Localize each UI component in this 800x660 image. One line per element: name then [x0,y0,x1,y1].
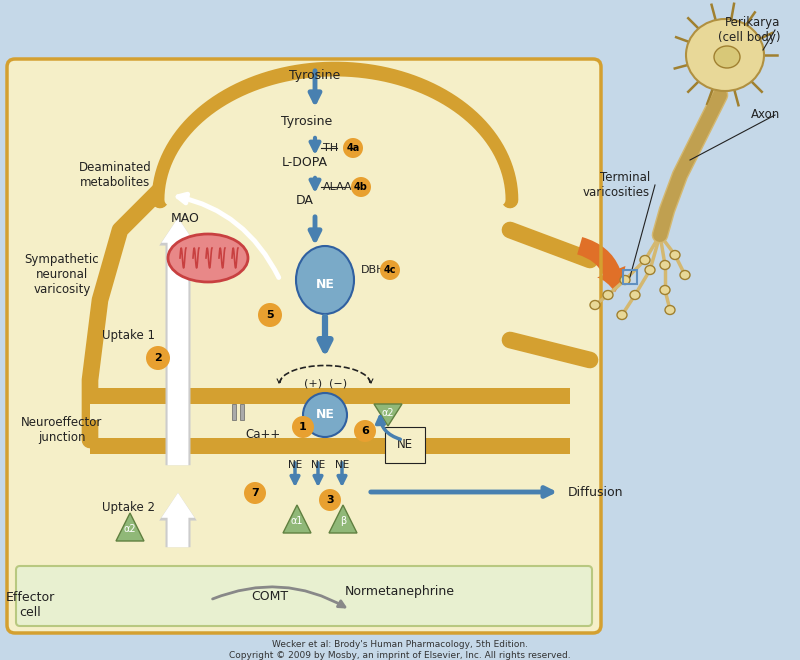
Text: Normetanephrine: Normetanephrine [345,585,455,599]
Ellipse shape [603,290,613,300]
Text: DA: DA [296,195,314,207]
Text: α1: α1 [290,516,303,526]
Text: Sympathetic
neuronal
varicosity: Sympathetic neuronal varicosity [25,253,99,296]
Text: COMT: COMT [251,589,289,603]
Circle shape [351,177,371,197]
Bar [90,404,570,420]
Circle shape [380,260,400,280]
Text: Effector
cell: Effector cell [6,591,54,619]
Polygon shape [329,505,357,533]
Circle shape [354,420,376,442]
Circle shape [292,416,314,438]
Ellipse shape [590,300,600,310]
Text: NE: NE [397,438,413,451]
Ellipse shape [630,290,640,300]
Text: Tyrosine: Tyrosine [290,69,341,81]
Ellipse shape [168,234,248,282]
Text: (−): (−) [329,378,347,388]
Polygon shape [283,505,311,533]
Ellipse shape [665,306,675,315]
Text: NE: NE [335,460,349,470]
Text: Uptake 1: Uptake 1 [102,329,154,341]
Text: Perikarya
(cell body): Perikarya (cell body) [718,16,780,44]
Ellipse shape [620,275,630,284]
Ellipse shape [640,255,650,265]
Text: Wecker et al: Brody's Human Pharmacology, 5th Edition.
Copyright © 2009 by Mosby: Wecker et al: Brody's Human Pharmacology… [229,640,571,660]
Bar [623,270,637,284]
Text: 3: 3 [326,495,334,505]
Circle shape [319,489,341,511]
Text: 2: 2 [154,353,162,363]
FancyArrowPatch shape [159,493,197,547]
Text: NE: NE [311,460,325,470]
Text: Axon: Axon [750,108,780,121]
Text: (+): (+) [304,378,322,388]
Text: NE: NE [315,279,334,292]
Polygon shape [374,404,402,426]
Polygon shape [116,513,144,541]
Text: Terminal
varicosities: Terminal varicosities [583,171,650,199]
Text: DBH: DBH [361,265,386,275]
Text: Neuroeffector
junction: Neuroeffector junction [22,416,102,444]
Ellipse shape [645,265,655,275]
Ellipse shape [617,310,627,319]
Ellipse shape [660,286,670,294]
Text: Diffusion: Diffusion [568,486,623,498]
Text: ALAAD: ALAAD [323,182,361,192]
FancyArrowPatch shape [159,218,197,465]
Text: L-DOPA: L-DOPA [282,156,328,168]
Ellipse shape [296,246,354,314]
Ellipse shape [670,251,680,259]
Text: α2: α2 [124,524,136,534]
Text: 5: 5 [266,310,274,320]
Circle shape [244,482,266,504]
Text: Deaminated
metabolites: Deaminated metabolites [78,161,151,189]
FancyBboxPatch shape [16,566,592,626]
Circle shape [258,303,282,327]
FancyArrowPatch shape [162,493,194,547]
Circle shape [146,346,170,370]
Text: NE: NE [288,460,302,470]
Text: 4c: 4c [384,265,396,275]
Bar [90,454,570,470]
Circle shape [343,138,363,158]
Ellipse shape [660,261,670,269]
Text: NE: NE [315,409,334,422]
Text: Uptake 2: Uptake 2 [102,502,154,515]
Ellipse shape [714,46,740,68]
Bar [239,404,243,420]
Text: 6: 6 [361,426,369,436]
Text: TH: TH [323,143,338,153]
FancyBboxPatch shape [7,59,601,633]
Bar [90,438,570,454]
Text: β: β [340,516,346,526]
Text: 4b: 4b [354,182,368,192]
Text: Ca++: Ca++ [246,428,281,442]
FancyArrowPatch shape [577,237,626,292]
Ellipse shape [680,271,690,279]
Text: 4a: 4a [346,143,360,153]
Text: Tyrosine: Tyrosine [282,115,333,129]
Bar [231,404,235,420]
Text: 1: 1 [299,422,307,432]
Text: 7: 7 [251,488,259,498]
Text: MAO: MAO [170,211,199,224]
Bar [90,388,570,404]
Text: α2: α2 [382,408,394,418]
Ellipse shape [686,19,764,91]
Circle shape [303,393,347,437]
FancyArrowPatch shape [162,218,194,465]
